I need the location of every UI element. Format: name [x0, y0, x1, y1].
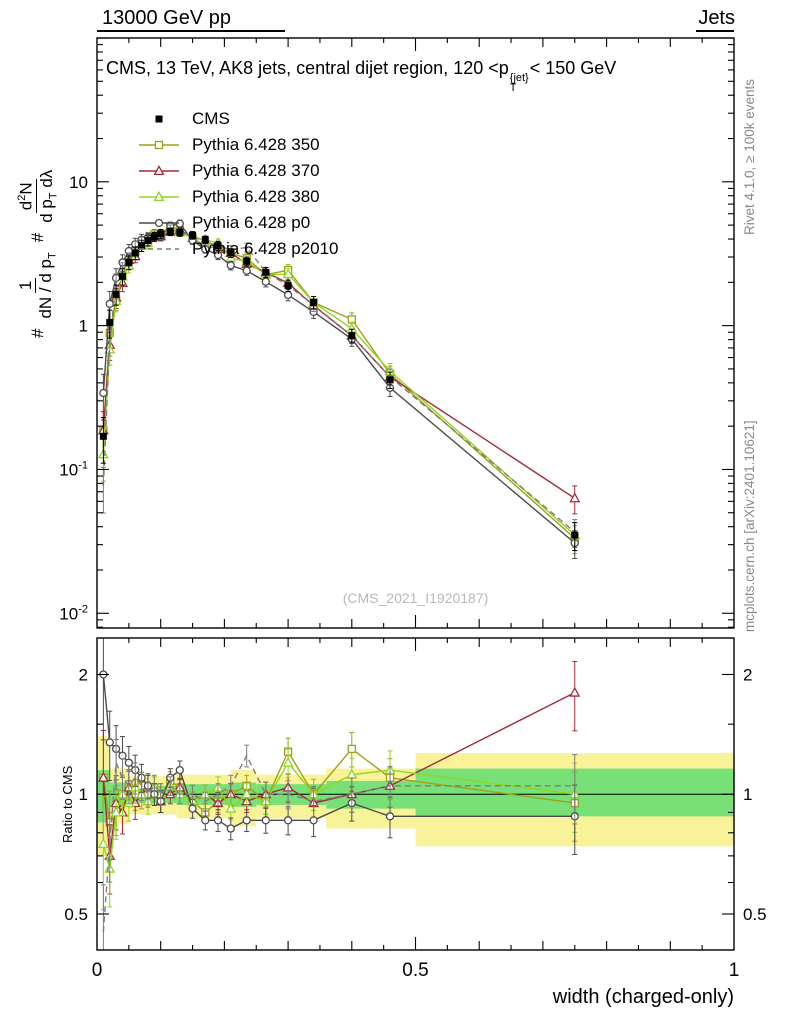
legend-label: Pythia 6.428 p2010 [192, 239, 339, 258]
ylabel-hash-2: # [27, 232, 47, 243]
legend-label: CMS [192, 109, 230, 128]
ratio-y-axis-label: Ratio to CMS [60, 765, 75, 843]
legend-label: Pythia 6.428 p0 [192, 213, 311, 232]
legend-item: CMS [136, 106, 339, 132]
ylabel-fraction-1: 1 dN / d pT [16, 252, 59, 319]
series-main-pythia-6-428-p2010 [100, 224, 578, 549]
legend-label: Pythia 6.428 350 [192, 135, 320, 154]
main-y-axis-label: # 1 dN / d pT # d2N d pT dλ [16, 168, 59, 338]
legend-item: Pythia 6.428 370 [136, 158, 339, 184]
series-main-pythia-6-428-p0 [99, 219, 579, 560]
x-axis-label: width (charged-only) [552, 986, 734, 1008]
svg-text:1: 1 [743, 785, 752, 804]
legend-marker-circle-open-icon [139, 218, 179, 228]
legend-marker-dashed-line-icon [139, 248, 179, 250]
svg-text:0.5: 0.5 [743, 905, 767, 924]
svg-text:1: 1 [729, 960, 740, 981]
beam-energy-label: 13000 GeV pp [102, 7, 231, 29]
series-main-pythia-6-428-370 [97, 223, 581, 515]
legend-label: Pythia 6.428 380 [192, 187, 320, 206]
series-ratio-pythia-6-428-p2010 [100, 738, 578, 950]
legend-marker-triangle-open-icon [139, 165, 179, 176]
svg-text:10-1: 10-1 [59, 459, 88, 479]
svg-text:0: 0 [92, 960, 103, 981]
legend-marker-square-open-icon [139, 140, 179, 150]
series-main-pythia-6-428-350 [99, 222, 579, 555]
axes-frame: 10 1 10-1 10-2 2 2 1 1 0.5 0.5 0 0.5 1 [59, 37, 767, 981]
plot-title-suffix: < 150 GeV [529, 58, 617, 78]
legend-item: Pythia 6.428 350 [136, 132, 339, 158]
pt-subscript: T [509, 81, 517, 94]
analysis-id-watermark: (CMS_2021_I1920187) [342, 590, 489, 606]
series-main-pythia-6-428-380 [97, 222, 581, 552]
plot-title-text: CMS, 13 TeV, AK8 jets, central dijet reg… [106, 58, 499, 78]
header-rule-left [97, 30, 285, 32]
legend-label: Pythia 6.428 370 [192, 161, 320, 180]
svg-text:2: 2 [79, 665, 88, 684]
legend-item: Pythia 6.428 p2010 [136, 236, 339, 262]
svg-text:1: 1 [79, 317, 88, 336]
analysis-group-label: Jets [698, 7, 735, 29]
legend: CMS Pythia 6.428 350 Pythia 6.428 370 Pythi… [136, 106, 339, 262]
svg-text:1: 1 [79, 785, 88, 804]
svg-text:2: 2 [743, 665, 752, 684]
legend-item: Pythia 6.428 p0 [136, 210, 339, 236]
pt-symbol: p [498, 58, 509, 78]
plot-title: CMS, 13 TeV, AK8 jets, central dijet reg… [106, 58, 616, 94]
pt-scripts: {jet} T [509, 72, 529, 94]
main-panel-series [97, 219, 581, 560]
ylabel-hash-1: # [27, 328, 47, 338]
legend-marker-triangle-open-icon [139, 191, 179, 202]
svg-text:10-2: 10-2 [59, 603, 88, 623]
mcplots-arxiv-note: mcplots.cern.ch [arXiv:2401.10621] [742, 420, 757, 632]
pt-superscript: {jet} [509, 72, 529, 84]
svg-text:10: 10 [69, 173, 88, 192]
header-rule-right [696, 30, 734, 32]
ratio-panel-series [97, 638, 581, 950]
legend-marker-square-filled-icon [155, 115, 163, 123]
rivet-version-note: Rivet 4.1.0, ≥ 100k events [742, 79, 757, 235]
series-main-cms [99, 227, 579, 552]
ylabel-fraction-2: d2N d pT dλ [16, 169, 60, 223]
legend-item: Pythia 6.428 380 [136, 184, 339, 210]
svg-text:0.5: 0.5 [402, 960, 428, 981]
svg-text:0.5: 0.5 [64, 905, 88, 924]
